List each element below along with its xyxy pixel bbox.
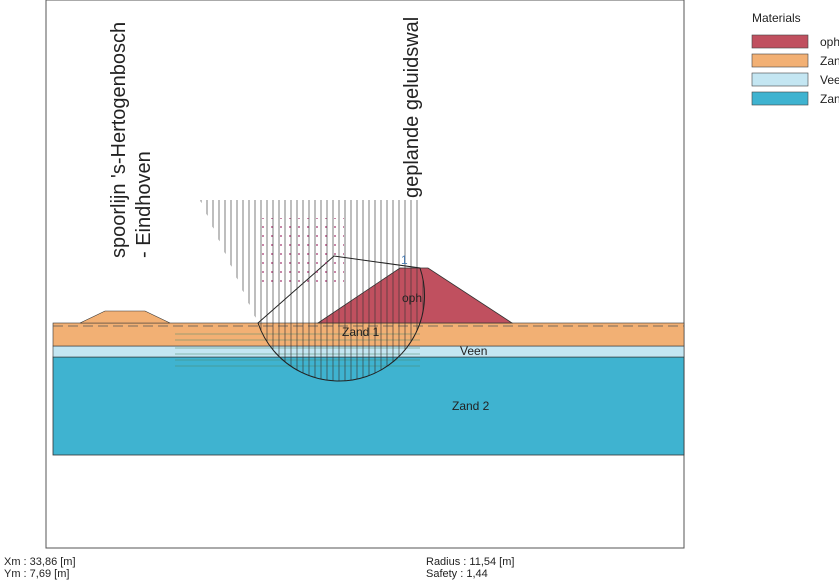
- layer-label: Zand 2: [452, 399, 490, 413]
- annotation: geplande geluidswal: [401, 17, 423, 198]
- legend-label: Zand 1: [820, 54, 839, 68]
- slip-circle: [257, 255, 425, 382]
- legend: oph Zand 1 Veen Zand 2: [751, 34, 839, 106]
- layer-label: Veen: [460, 344, 487, 358]
- annotation: spoorlijn 's-Hertogenbosch: [108, 22, 130, 258]
- railway-embankment: [79, 310, 171, 324]
- legend-swatch: [751, 91, 809, 106]
- legend-swatch: [751, 72, 809, 87]
- result: Radius : 11,54 [m]: [426, 556, 514, 568]
- legend-label: oph: [820, 35, 839, 49]
- result: Ym : 7,69 [m]: [4, 568, 69, 580]
- circle-marker: 1: [401, 253, 408, 267]
- center-grid: [258, 218, 344, 286]
- result: Safety : 1,44: [426, 568, 488, 580]
- annotation: - Eindhoven: [133, 151, 155, 258]
- legend-label: Veen: [820, 73, 839, 87]
- legend-swatch: [751, 34, 809, 49]
- legend-title: Materials: [752, 11, 801, 25]
- result: Xm : 33,86 [m]: [4, 556, 76, 568]
- layer-label: Zand 1: [342, 325, 380, 339]
- legend-label: Zand 2: [820, 92, 839, 106]
- legend-swatch: [751, 53, 809, 68]
- layer-label: oph: [402, 291, 422, 305]
